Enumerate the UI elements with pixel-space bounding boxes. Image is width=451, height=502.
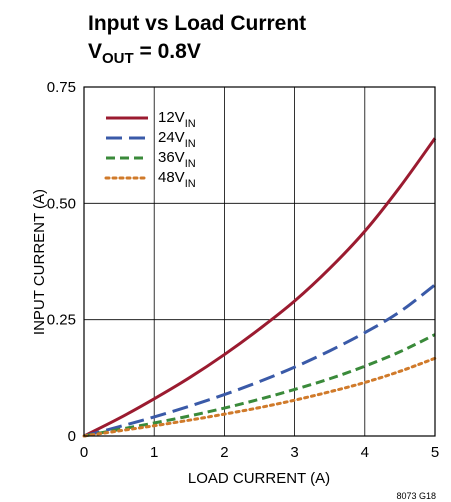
chart-title-line2: VOUT = 0.8V [88, 40, 201, 67]
x-tick-label: 1 [150, 444, 158, 461]
legend-label-3: 36VIN [158, 149, 196, 170]
figure-code: 8073 G18 [396, 491, 436, 501]
y-tick-label: 0 [68, 428, 76, 445]
title-rest: = 0.8V [134, 40, 201, 63]
legend-label-2: 24VIN [158, 129, 196, 150]
legend-label-1: 12VIN [158, 109, 196, 130]
series-layer [82, 137, 437, 438]
title-sub: OUT [102, 50, 134, 67]
x-tick-label: 5 [431, 444, 439, 461]
x-tick-label: 4 [361, 444, 369, 461]
y-tick-label: 0.50 [47, 195, 76, 212]
series-line-2 [83, 283, 436, 438]
plot-frame [83, 86, 436, 437]
series-line-4 [82, 356, 437, 438]
title-v: V [88, 40, 102, 63]
tick-labels: 0 1 2 3 4 5 0 0.25 0.50 0.75 [47, 79, 439, 461]
y-tick-label: 0.25 [47, 312, 76, 329]
y-axis-label: INPUT CURRENT (A) [31, 189, 48, 335]
legend-label-4: 48VIN [158, 169, 196, 190]
x-tick-label: 2 [220, 444, 228, 461]
x-tick-label: 0 [80, 444, 88, 461]
x-tick-label: 3 [290, 444, 298, 461]
y-tick-label: 0.75 [47, 79, 76, 96]
grid [84, 87, 435, 436]
x-axis-label: LOAD CURRENT (A) [188, 470, 330, 487]
series-line-1 [83, 137, 437, 438]
series-line-3 [83, 333, 436, 438]
chart-title-line1: Input vs Load Current [88, 12, 306, 35]
